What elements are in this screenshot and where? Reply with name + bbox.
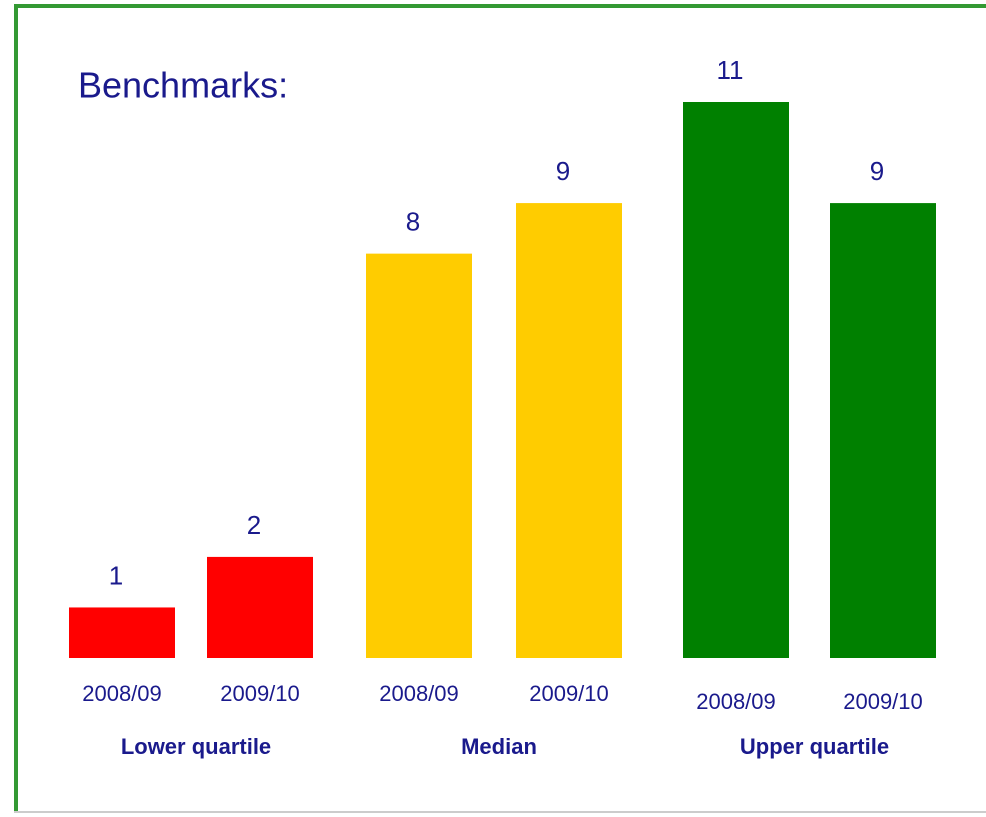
- x-tick-label: 2009/10: [529, 681, 609, 706]
- bar: [683, 102, 789, 658]
- bar: [830, 203, 936, 658]
- bar: [207, 556, 313, 658]
- value-label: 2: [247, 510, 261, 540]
- x-tick-label: 2008/09: [82, 681, 162, 706]
- value-label: 11: [717, 55, 744, 85]
- value-label: 8: [406, 207, 420, 237]
- chart-title: Benchmarks:: [78, 65, 288, 106]
- x-tick-label: 2008/09: [379, 681, 459, 706]
- x-tick-label: 2008/09: [696, 689, 776, 714]
- group-label: Median: [461, 734, 537, 759]
- value-label: 1: [109, 560, 123, 590]
- bar: [516, 203, 622, 658]
- group-label: Lower quartile: [121, 734, 271, 759]
- group-label: Upper quartile: [740, 734, 889, 759]
- x-tick-label: 2009/10: [843, 689, 923, 714]
- value-label: 9: [870, 156, 884, 186]
- value-label: 9: [556, 156, 570, 186]
- bar: [366, 253, 472, 659]
- x-tick-label: 2009/10: [220, 681, 300, 706]
- bar: [69, 607, 175, 658]
